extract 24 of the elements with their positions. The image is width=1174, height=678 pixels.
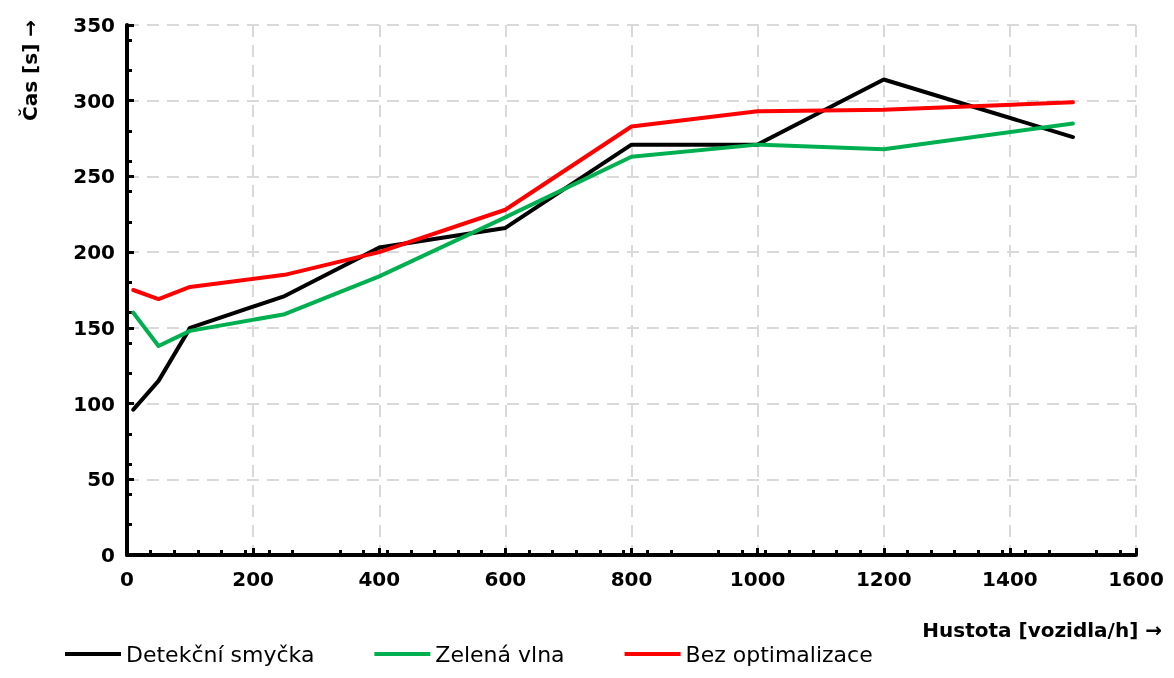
y-tick-label: 100	[73, 391, 115, 416]
legend-label: Detekční smyčka	[126, 641, 315, 667]
x-tick-label: 400	[358, 567, 401, 591]
line-series	[131, 100, 1075, 302]
legend-label: Zelená vlna	[435, 641, 565, 667]
y-axis-title: Čas [s] →	[18, 20, 42, 121]
y-tick-label: 150	[73, 315, 115, 340]
x-tick-label: 800	[610, 567, 653, 591]
x-tick-label: 1600	[1108, 567, 1164, 591]
y-tick-label: 350	[73, 13, 115, 37]
x-tick-label: 1400	[982, 567, 1038, 591]
x-tick-label: 1200	[855, 567, 912, 591]
x-tick-label: 600	[484, 567, 527, 591]
x-tick-label: 0	[120, 567, 134, 591]
x-tick-label: 200	[232, 567, 274, 591]
x-axis-title: Hustota [vozidla/h] →	[922, 618, 1162, 642]
y-tick-label: 300	[73, 88, 115, 113]
y-tick-label: 0	[101, 543, 115, 567]
x-tick-label: 1000	[729, 567, 786, 591]
y-tick-label: 250	[73, 164, 115, 189]
y-tick-label: 50	[87, 467, 115, 492]
y-tick-label: 200	[73, 240, 115, 265]
line-series	[131, 121, 1075, 349]
legend-label: Bez optimalizace	[685, 641, 873, 667]
